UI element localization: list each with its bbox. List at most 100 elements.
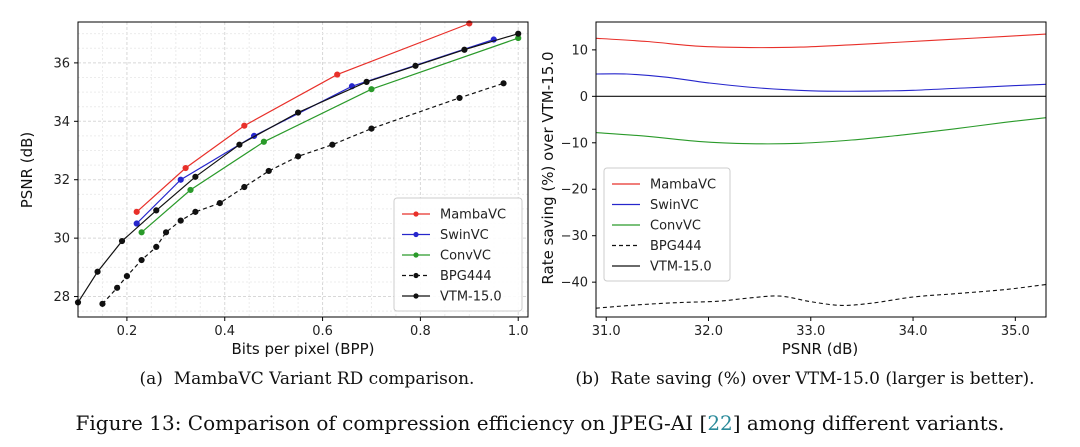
x-tick-label: 0.6 [312, 324, 333, 339]
y-tick-label: −30 [561, 229, 588, 244]
legend-marker-vtm-15-0 [413, 293, 419, 299]
data-point-bpg444 [123, 273, 131, 280]
data-point-bpg444 [138, 256, 145, 264]
chart-a: 0.2 0.4 0.6 0.8 1.0 28 30 32 34 36 Bits per pixel… [18, 20, 529, 358]
y-tick-label: −20 [561, 183, 588, 198]
data-point-convvc [260, 138, 267, 145]
x-tick-label: 35.0 [1001, 324, 1030, 339]
data-point-vtm-15-0 [94, 268, 101, 275]
legend-label-vtm-15-0: VTM-15.0 [440, 290, 502, 305]
data-point-bpg444 [192, 208, 199, 215]
chart-a-ylabel: PSNR (dB) [18, 132, 36, 209]
data-point-mambavc [182, 164, 189, 172]
chart-b: 31.0 32.0 33.0 34.0 35.0 10 0 −10 −20 −30 −40 PSNR… [539, 21, 1047, 358]
legend-marker-convvc [413, 252, 419, 258]
data-point-mambavc [241, 122, 248, 129]
chart-b-ylabel: Rate saving (%) over VTM-15.0 [539, 51, 557, 284]
chart-b-xlabel: PSNR (dB) [782, 340, 859, 358]
data-point-vtm-15-0 [118, 237, 126, 245]
figure-caption-prefix: Figure 13: Comparison of compression eff… [76, 411, 708, 435]
y-tick-label: 32 [53, 173, 70, 188]
data-point-bpg444 [329, 141, 336, 148]
x-tick-label: 32.0 [694, 324, 723, 339]
chart-b-legend: MambaVC SwinVC ConvVC BPG444 VTM-15.0 [603, 167, 731, 282]
chart-a-legend: MambaVC SwinVC ConvVC BPG444 VTM-15.0 [393, 197, 523, 312]
data-point-swinvc [177, 176, 184, 183]
x-tick-label: 34.0 [899, 324, 928, 339]
chart-b-frame [595, 21, 1047, 318]
legend-label-bpg444: BPG444 [440, 269, 492, 284]
caption-a: (a) MambaVC Variant RD comparison. [140, 369, 475, 389]
data-point-bpg444 [368, 125, 375, 132]
data-point-convvc [187, 186, 194, 194]
data-point-bpg444 [295, 153, 302, 160]
legend-label-convvc: ConvVC [650, 219, 701, 234]
y-tick-label: 36 [53, 56, 70, 71]
y-tick-label: 30 [53, 232, 70, 247]
chart-a-series [74, 20, 522, 307]
data-point-bpg444 [500, 80, 507, 87]
data-point-bpg444 [216, 199, 223, 207]
legend-frame [603, 167, 731, 282]
data-point-bpg444 [162, 229, 170, 236]
legend-label-bpg444: BPG444 [650, 239, 702, 254]
y-tick-label: 0 [580, 90, 588, 105]
data-point-mambavc [334, 71, 341, 78]
chart-b-ticks: 31.0 32.0 33.0 34.0 35.0 10 0 −10 −20 −30 −40 [561, 43, 1030, 339]
data-point-vtm-15-0 [192, 173, 199, 180]
chart-a-frame [77, 21, 529, 318]
figure-caption-reference[interactable]: 22 [707, 411, 732, 435]
series-line-mambavc [595, 33, 1047, 49]
legend-frame [393, 197, 523, 312]
legend-label-swinvc: SwinVC [440, 228, 489, 243]
x-tick-label: 0.8 [410, 324, 431, 339]
data-point-bpg444 [456, 94, 463, 102]
x-tick-label: 0.2 [117, 324, 138, 339]
legend-label-mambavc: MambaVC [440, 208, 506, 223]
legend-marker-mambavc [413, 211, 419, 217]
data-point-vtm-15-0 [153, 207, 160, 214]
x-tick-label: 1.0 [508, 324, 529, 339]
data-point-vtm-15-0 [461, 46, 468, 53]
y-tick-label: 28 [53, 290, 70, 305]
data-point-vtm-15-0 [515, 30, 522, 37]
chart-b-series [595, 33, 1047, 309]
legend-marker-bpg444 [413, 272, 419, 279]
data-point-vtm-15-0 [236, 141, 243, 148]
data-point-mambavc [133, 208, 140, 215]
chart-a-xlabel: Bits per pixel (BPP) [232, 340, 375, 358]
series-line-bpg444 [595, 283, 1047, 309]
legend-label-convvc: ConvVC [440, 249, 491, 264]
data-point-bpg444 [114, 284, 121, 291]
legend-label-vtm-15-0: VTM-15.0 [650, 260, 712, 275]
y-tick-label: 10 [571, 43, 588, 58]
legend-label-mambavc: MambaVC [650, 178, 716, 193]
data-point-convvc [368, 86, 375, 93]
y-tick-label: −10 [561, 136, 588, 151]
y-tick-label: 34 [53, 115, 70, 130]
data-point-bpg444 [265, 167, 272, 175]
x-tick-label: 0.4 [214, 324, 235, 339]
legend-marker-swinvc [413, 231, 419, 238]
data-point-convvc [138, 229, 145, 236]
data-point-bpg444 [153, 243, 160, 251]
series-line-swinvc [595, 73, 1047, 92]
data-point-vtm-15-0 [295, 109, 302, 116]
caption-b: (b) Rate saving (%) over VTM-15.0 (large… [575, 369, 1034, 389]
data-point-vtm-15-0 [363, 78, 370, 85]
x-tick-label: 33.0 [796, 324, 825, 339]
legend-label-swinvc: SwinVC [650, 198, 699, 213]
data-point-bpg444 [99, 300, 106, 307]
data-point-bpg444 [177, 217, 184, 224]
series-line-swinvc [136, 38, 494, 224]
data-point-swinvc [133, 220, 140, 227]
x-tick-label: 31.0 [592, 324, 621, 339]
y-tick-label: −40 [561, 276, 588, 291]
data-point-bpg444 [241, 183, 248, 191]
figure-caption-suffix: ] among different variants. [733, 411, 1005, 435]
data-point-vtm-15-0 [412, 62, 419, 69]
chart-a-ticks: 0.2 0.4 0.6 0.8 1.0 28 30 32 34 36 [53, 56, 528, 339]
series-line-convvc [595, 117, 1047, 145]
figure-caption: Figure 13: Comparison of compression eff… [76, 411, 1005, 435]
